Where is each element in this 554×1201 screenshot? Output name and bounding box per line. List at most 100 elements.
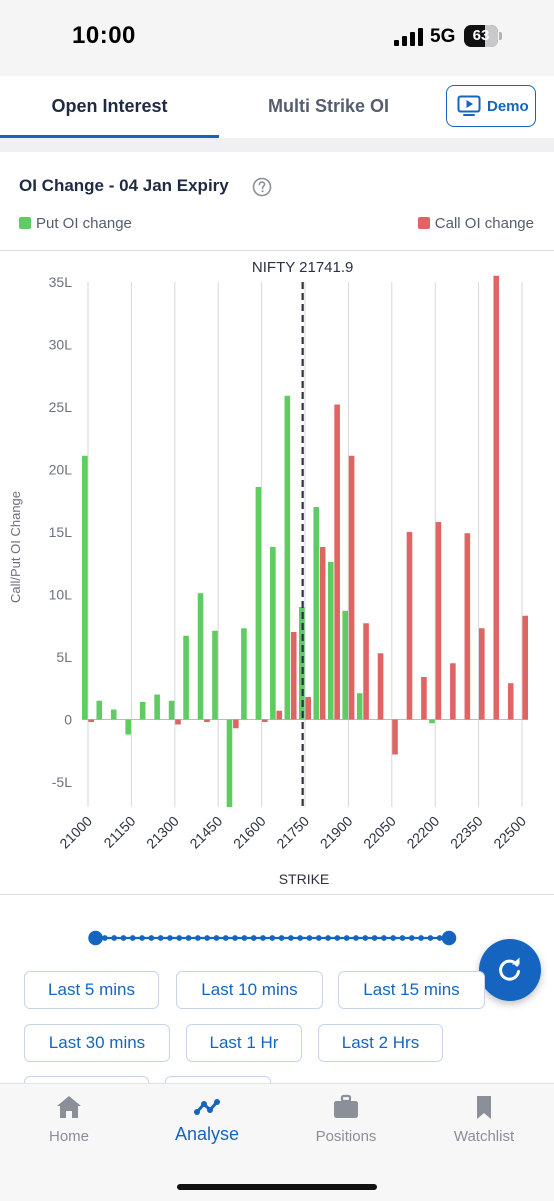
call-oi-bar [319, 547, 326, 720]
slider-stop[interactable] [269, 935, 276, 941]
filter-last-15-mins[interactable]: Last 15 mins [338, 971, 485, 1009]
time-slider[interactable] [18, 930, 528, 946]
bookmark-icon [477, 1096, 491, 1119]
nav-watchlist-label: Watchlist [453, 1128, 515, 1145]
nav-home[interactable]: Home [0, 1094, 138, 1145]
slider-end-handle[interactable] [441, 930, 457, 946]
slider-start-handle[interactable] [88, 930, 103, 946]
call-oi-bar [363, 623, 369, 720]
tab-open-interest[interactable]: Open Interest [0, 76, 219, 138]
filter-last-30-mins[interactable]: Last 30 mins [24, 1024, 170, 1062]
nav-analyse[interactable]: Analyse [138, 1094, 276, 1145]
slider-stop[interactable] [194, 935, 201, 941]
slider-stop[interactable] [353, 935, 359, 941]
question-circle-icon[interactable] [252, 177, 272, 197]
y-tick-label: 30L [49, 337, 73, 353]
call-oi-bar [522, 615, 528, 720]
analyse-chart-icon [194, 1099, 220, 1115]
slider-stop[interactable] [232, 935, 238, 941]
filter-last-5-mins[interactable]: Last 5 mins [24, 971, 159, 1009]
put-oi-bar [154, 694, 160, 720]
slider-stop[interactable] [287, 935, 294, 941]
slider-stop[interactable] [418, 935, 425, 941]
slider-stop[interactable] [362, 935, 369, 941]
legend-put[interactable]: Put OI change [19, 215, 132, 232]
legend-put-label: Put OI change [36, 215, 132, 232]
filter-last-1-hr[interactable]: Last 1 Hr [186, 1024, 302, 1062]
x-tick-label: 21000 [56, 813, 95, 852]
oi-change-card: OI Change - 04 Jan Expiry Put OI change … [0, 152, 554, 1114]
slider-stop[interactable] [260, 935, 266, 941]
play-screen-icon [457, 95, 481, 116]
nav-positions-label: Positions [315, 1128, 377, 1145]
slider-stop[interactable] [213, 935, 220, 941]
call-oi-bar [493, 275, 500, 720]
slider-stop[interactable] [436, 935, 443, 941]
x-tick-label: 21600 [230, 813, 269, 852]
call-oi-bar [421, 677, 427, 720]
chart-title: OI Change - 04 Jan Expiry [19, 176, 229, 195]
call-oi-bar [348, 455, 355, 720]
put-oi-bar [139, 702, 146, 720]
y-tick-label: 15L [49, 524, 73, 540]
slider-stop[interactable] [371, 935, 378, 941]
slider-stop[interactable] [157, 935, 164, 941]
slider-stop[interactable] [297, 935, 304, 941]
slider-stop[interactable] [399, 935, 406, 941]
slider-stop[interactable] [111, 935, 118, 941]
slider-stop[interactable] [334, 935, 341, 941]
call-oi-bar [464, 533, 471, 720]
slider-stop[interactable] [343, 935, 350, 941]
filter-last-2-hrs[interactable]: Last 2 Hrs [318, 1024, 443, 1062]
slider-stop[interactable] [408, 935, 415, 941]
put-oi-bar [212, 630, 218, 720]
slider-stop[interactable] [176, 935, 183, 941]
slider-stop[interactable] [129, 935, 136, 941]
nav-positions[interactable]: Positions [277, 1094, 415, 1145]
battery-cap [499, 32, 502, 40]
x-tick-label: 21300 [143, 813, 182, 852]
filter-last-10-mins[interactable]: Last 10 mins [176, 971, 323, 1009]
slider-stop[interactable] [380, 935, 387, 941]
top-tab-bar: Open Interest Multi Strike OI Demo [0, 76, 554, 138]
chart-top-rule [0, 250, 554, 251]
nav-watchlist[interactable]: Watchlist [415, 1094, 553, 1145]
put-oi-bar [284, 395, 291, 720]
put-oi-bar [82, 455, 88, 720]
slider-stop[interactable] [120, 935, 127, 941]
put-oi-bar [197, 593, 204, 720]
slider-stop[interactable] [241, 935, 248, 941]
put-oi-bar [313, 507, 320, 720]
battery-empty [485, 25, 498, 47]
call-oi-bar [290, 632, 297, 720]
battery-percent: 63 [472, 27, 490, 44]
y-tick-label: 25L [49, 399, 73, 415]
slider-stop[interactable] [222, 935, 229, 941]
tab-multi-strike-oi[interactable]: Multi Strike OI [267, 96, 390, 116]
slider-stop[interactable] [185, 935, 192, 941]
demo-button[interactable]: Demo [446, 85, 536, 127]
nav-analyse-label: Analyse [174, 1124, 240, 1144]
put-oi-bar [96, 700, 103, 720]
legend-call[interactable]: Call OI change [417, 215, 534, 232]
call-oi-bar [334, 404, 340, 720]
slider-stop[interactable] [101, 935, 108, 941]
call-oi-bar [276, 710, 283, 720]
slider-stop[interactable] [250, 935, 257, 941]
slider-stop[interactable] [148, 935, 155, 941]
call-oi-bar [435, 522, 442, 720]
spot-price-annotation: NIFTY 21741.9 [252, 259, 353, 276]
y-tick-label: 10L [49, 587, 73, 603]
slider-stop[interactable] [204, 935, 211, 941]
slider-stop[interactable] [167, 935, 173, 941]
status-bar: 10:00 5G 63 [0, 0, 554, 76]
slider-stop[interactable] [278, 935, 285, 941]
slider-stop[interactable] [315, 935, 322, 941]
slider-stop[interactable] [139, 935, 145, 941]
slider-stop[interactable] [427, 935, 434, 941]
slider-stop[interactable] [306, 935, 313, 941]
slider-stop[interactable] [390, 935, 397, 941]
call-oi-bar [88, 719, 94, 722]
slider-stop[interactable] [325, 935, 331, 941]
refresh-button[interactable] [479, 939, 541, 1001]
